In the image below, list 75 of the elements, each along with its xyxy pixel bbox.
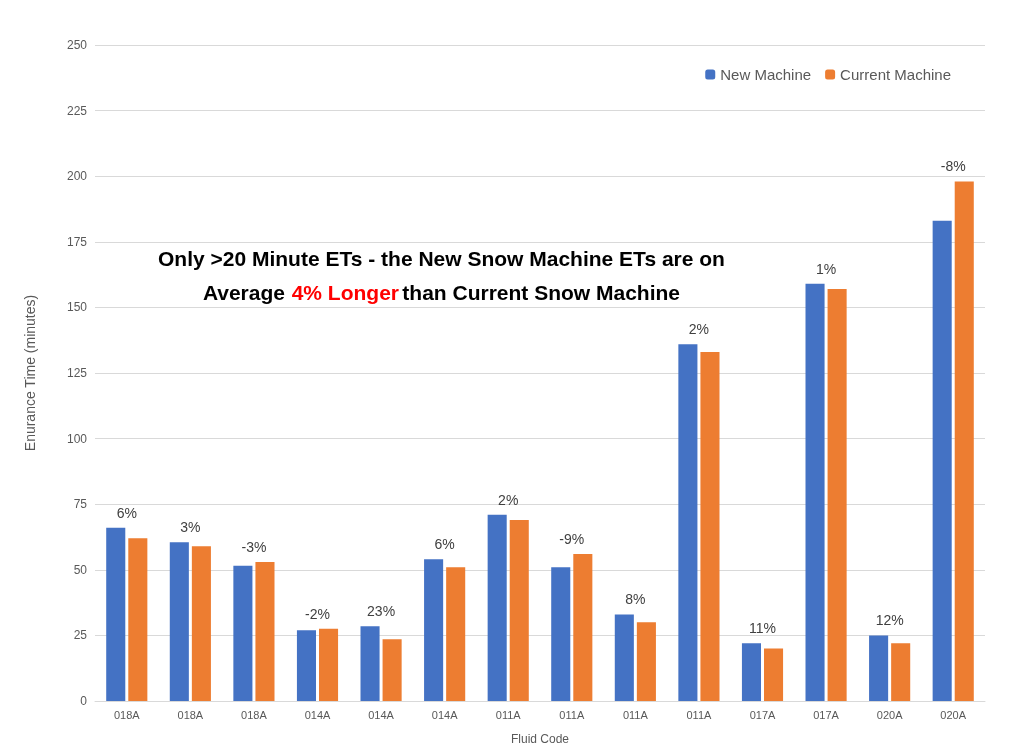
annotation: 2% [688, 321, 710, 338]
x-tick-label: 011A [686, 708, 713, 721]
bar [551, 567, 571, 701]
bar [382, 639, 402, 701]
y-axis-title: Enurance Time (minutes) [22, 294, 38, 452]
bar [509, 519, 529, 701]
bar [233, 565, 253, 701]
annotation: 8% [625, 591, 646, 608]
annotation: than Current Snow Machine [402, 281, 681, 304]
bar [891, 643, 911, 701]
bar [678, 344, 698, 701]
annotation: 1% [815, 260, 837, 277]
y-tick-label: 150 [66, 300, 88, 315]
bar [296, 630, 316, 701]
bar [191, 546, 211, 701]
y-tick-label: 100 [66, 431, 88, 446]
annotation: -8% [940, 158, 966, 175]
annotation: Only >20 Minute ETs - the New Snow Machine ETs are on [158, 247, 725, 270]
y-tick-label: 25 [73, 628, 88, 643]
bar [573, 554, 593, 701]
annotation: -2% [305, 605, 330, 622]
y-tick-label: 50 [73, 562, 88, 577]
y-tick-label: 0 [80, 694, 88, 708]
x-tick-label: 018A [177, 708, 204, 721]
annotation: -9% [559, 531, 585, 548]
y-tick-label: 250 [66, 38, 88, 52]
y-tick-label: 225 [66, 103, 88, 118]
bar [636, 622, 656, 701]
bar [424, 559, 444, 701]
y-tick-label: 75 [73, 497, 88, 512]
bar [128, 538, 148, 701]
bar [932, 220, 952, 701]
annotation: 6% [434, 536, 455, 553]
bar [805, 283, 825, 701]
x-tick-label: 014A [368, 708, 395, 721]
legend-label: New Machine [720, 66, 812, 83]
bar [827, 289, 847, 701]
bar [700, 352, 720, 701]
x-tick-label: 017A [813, 708, 840, 721]
bar [741, 643, 761, 701]
x-tick-label: 011A [622, 708, 649, 721]
annotation: -3% [241, 538, 267, 555]
x-tick-label: 020A [876, 708, 904, 721]
annotation: 23% [367, 603, 396, 620]
x-tick-label: 020A [940, 708, 967, 721]
y-tick-label: 175 [66, 234, 88, 249]
x-tick-label: 018A [241, 708, 268, 721]
x-tick-label: 017A [749, 708, 776, 721]
x-tick-label: 011A [495, 708, 522, 721]
annotation: 11% [749, 620, 776, 637]
y-tick-label: 200 [66, 169, 88, 184]
annotation: 12% [875, 612, 904, 629]
bar [869, 635, 889, 701]
x-tick-label: 018A [113, 708, 141, 721]
bar [614, 614, 634, 701]
bar [446, 567, 466, 701]
legend-label: Current Machine [840, 66, 952, 83]
bar [106, 527, 126, 701]
annotation: 2% [498, 491, 519, 508]
x-tick-label: 014A [304, 708, 331, 721]
bar [954, 181, 974, 701]
bar [360, 626, 380, 701]
bar [169, 542, 189, 701]
annotation: 3% [180, 519, 201, 536]
bar [764, 648, 784, 701]
annotation: 6% [116, 504, 137, 521]
x-tick-label: 011A [559, 708, 585, 721]
annotation: Average [202, 281, 285, 304]
bar [319, 628, 339, 701]
bar [255, 561, 275, 701]
y-tick-label: 125 [66, 366, 88, 380]
bar [487, 514, 507, 701]
x-axis-title: Fluid Code [510, 732, 570, 746]
annotation: 4% Longer [291, 281, 400, 304]
x-tick-label: 014A [431, 708, 459, 721]
